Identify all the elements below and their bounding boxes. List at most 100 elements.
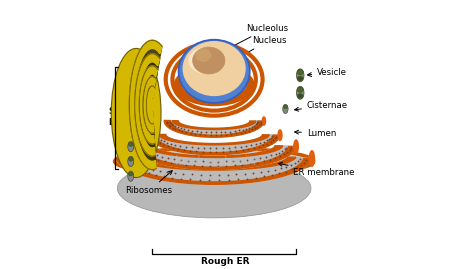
Point bbox=[276, 171, 283, 175]
Point bbox=[155, 158, 162, 162]
Polygon shape bbox=[139, 66, 158, 144]
Point bbox=[140, 152, 148, 157]
Point bbox=[197, 164, 205, 169]
Point bbox=[254, 164, 261, 169]
Point bbox=[225, 146, 233, 150]
Point bbox=[246, 162, 254, 166]
Point bbox=[210, 164, 218, 169]
Point bbox=[180, 172, 187, 176]
Point bbox=[184, 158, 191, 163]
Point bbox=[149, 136, 156, 140]
Point bbox=[124, 163, 131, 167]
Point bbox=[294, 159, 301, 163]
Ellipse shape bbox=[283, 105, 288, 109]
Ellipse shape bbox=[293, 139, 299, 154]
Point bbox=[217, 130, 225, 134]
Point bbox=[267, 153, 275, 158]
Point bbox=[206, 146, 214, 150]
Point bbox=[201, 133, 209, 137]
Point bbox=[260, 140, 267, 144]
Point bbox=[245, 147, 252, 151]
Ellipse shape bbox=[128, 171, 134, 181]
Point bbox=[169, 126, 176, 130]
Point bbox=[207, 133, 214, 137]
Point bbox=[145, 162, 153, 166]
Point bbox=[182, 130, 190, 134]
Point bbox=[187, 131, 194, 135]
Point bbox=[283, 150, 291, 155]
Point bbox=[149, 167, 157, 172]
Point bbox=[175, 128, 182, 132]
Point bbox=[268, 134, 276, 138]
Point bbox=[276, 163, 284, 167]
Point bbox=[158, 155, 166, 159]
Ellipse shape bbox=[309, 150, 315, 167]
Ellipse shape bbox=[192, 47, 225, 74]
Point bbox=[233, 149, 240, 153]
Point bbox=[181, 165, 189, 169]
Point bbox=[138, 169, 146, 174]
Point bbox=[140, 147, 147, 151]
Text: Ribosomes: Ribosomes bbox=[125, 171, 173, 196]
Point bbox=[145, 150, 153, 155]
Point bbox=[255, 144, 263, 149]
Point bbox=[197, 173, 204, 177]
Point bbox=[170, 157, 178, 161]
Point bbox=[248, 164, 255, 168]
Point bbox=[283, 161, 291, 165]
Point bbox=[152, 173, 160, 177]
Point bbox=[207, 160, 214, 164]
Point bbox=[182, 144, 190, 149]
Point bbox=[137, 161, 145, 165]
Point bbox=[164, 144, 172, 148]
Point bbox=[136, 160, 144, 164]
Point bbox=[251, 123, 258, 128]
Ellipse shape bbox=[296, 69, 304, 82]
Point bbox=[162, 163, 170, 168]
Point bbox=[222, 159, 229, 164]
Point bbox=[256, 141, 264, 145]
Ellipse shape bbox=[128, 156, 134, 167]
Point bbox=[248, 125, 256, 129]
Point bbox=[264, 169, 272, 173]
Point bbox=[251, 126, 259, 130]
Point bbox=[276, 154, 284, 158]
Point bbox=[177, 144, 184, 148]
Point bbox=[160, 143, 167, 147]
Polygon shape bbox=[170, 121, 258, 135]
Point bbox=[161, 159, 168, 164]
Point bbox=[172, 127, 179, 131]
Point bbox=[256, 156, 264, 160]
Point bbox=[174, 125, 182, 130]
Text: Nucleus: Nucleus bbox=[234, 36, 286, 61]
Point bbox=[257, 170, 265, 174]
Point bbox=[145, 163, 152, 167]
Point bbox=[182, 162, 190, 167]
Point bbox=[215, 173, 222, 177]
Point bbox=[296, 157, 303, 161]
Point bbox=[196, 178, 203, 182]
Point bbox=[231, 145, 238, 150]
Point bbox=[235, 128, 243, 133]
Point bbox=[195, 165, 203, 169]
Point bbox=[163, 140, 171, 145]
Ellipse shape bbox=[297, 69, 303, 75]
Point bbox=[237, 145, 245, 149]
Point bbox=[267, 140, 274, 144]
Ellipse shape bbox=[195, 48, 211, 62]
Point bbox=[227, 129, 234, 134]
Point bbox=[206, 173, 213, 177]
Point bbox=[248, 127, 256, 132]
Polygon shape bbox=[140, 146, 289, 167]
Point bbox=[135, 160, 143, 164]
Point bbox=[272, 156, 279, 160]
Point bbox=[224, 173, 231, 177]
Point bbox=[260, 164, 267, 168]
Polygon shape bbox=[116, 158, 312, 184]
Point bbox=[268, 162, 275, 167]
Point bbox=[177, 176, 185, 181]
Point bbox=[271, 163, 279, 168]
Polygon shape bbox=[132, 146, 296, 169]
Point bbox=[228, 132, 235, 136]
Point bbox=[238, 162, 246, 167]
